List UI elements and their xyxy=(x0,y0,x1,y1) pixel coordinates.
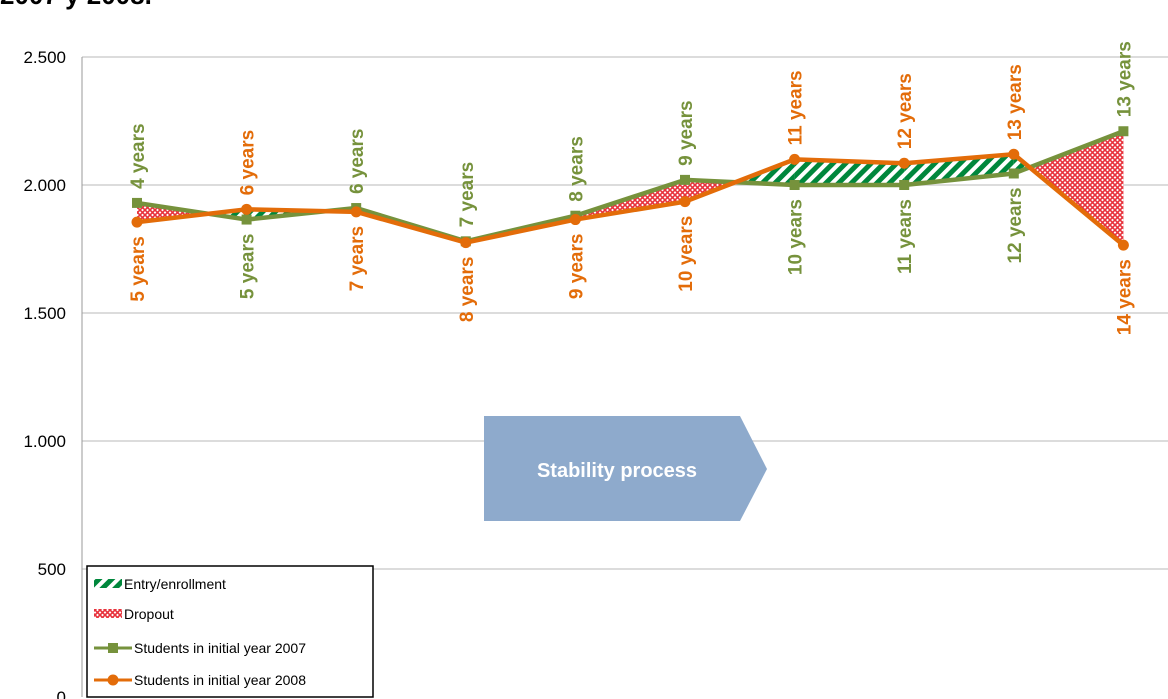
series-2007-line xyxy=(136,129,1125,244)
series-2007-point xyxy=(1118,126,1129,137)
point-label: 7 years xyxy=(457,162,478,228)
legend-series-2008-marker xyxy=(107,674,119,686)
point-label: 13 years xyxy=(1005,64,1026,140)
point-label: 12 years xyxy=(1005,187,1026,263)
point-label: 9 years xyxy=(676,100,697,166)
series-2008-point xyxy=(350,206,362,218)
point-label: 8 years xyxy=(566,136,587,202)
legend-series-2008-label: Students in initial year 2008 xyxy=(134,672,306,688)
series-2008-point xyxy=(1008,148,1020,160)
gridlines xyxy=(82,56,1168,570)
point-label: 5 years xyxy=(238,234,259,300)
point-label: 8 years xyxy=(457,257,478,323)
series-2007-point xyxy=(241,214,252,225)
legend-series-2007-marker xyxy=(108,643,118,653)
series-2007-point xyxy=(132,197,142,208)
legend-entry-enrollment-label: Entry/enrollment xyxy=(124,576,226,592)
y-tick-label: 0 xyxy=(57,688,66,699)
point-label: 6 years xyxy=(238,130,259,196)
entry-area xyxy=(794,159,905,185)
legend: Entry/enrollment Dropout Students in initi… xyxy=(86,565,374,698)
point-label: 6 years xyxy=(347,129,368,195)
series-2008-point xyxy=(460,237,472,249)
series-2008-point xyxy=(679,196,691,208)
y-tick-label: 500 xyxy=(38,560,66,579)
point-labels: 4 years 5 years 5 years 6 years 6 years 7 yea… xyxy=(128,41,1135,335)
y-axis: 0 500 1.000 1.500 2.000 2.500 xyxy=(23,48,83,699)
point-label: 10 years xyxy=(676,216,697,292)
series-2008-point xyxy=(1117,239,1129,251)
point-label: 5 years xyxy=(128,236,149,302)
legend-dropout-swatch xyxy=(94,609,122,618)
series-2007-point xyxy=(789,180,800,190)
series-2008-point xyxy=(789,153,801,165)
point-label: 13 years xyxy=(1114,41,1135,117)
point-label: 14 years xyxy=(1114,259,1135,335)
y-tick-label: 2.000 xyxy=(23,176,66,195)
stability-arrow-shape xyxy=(484,416,767,521)
point-label: 9 years xyxy=(566,234,587,300)
legend-series-2007-label: Students in initial year 2007 xyxy=(134,640,306,656)
legend-entry-enrollment-swatch xyxy=(94,579,122,588)
point-label: 10 years xyxy=(786,199,807,275)
point-label: 11 years xyxy=(786,70,807,145)
series-2008-line xyxy=(136,152,1125,247)
point-label: 4 years xyxy=(128,123,149,189)
series-2007-point xyxy=(1008,168,1019,179)
series-2007-point xyxy=(680,174,690,185)
y-tick-label: 1.000 xyxy=(23,432,66,451)
series-2008-point xyxy=(569,214,581,226)
legend-box xyxy=(86,565,374,698)
point-label: 12 years xyxy=(895,73,916,149)
legend-dropout-label: Dropout xyxy=(124,606,174,622)
series-2008-point xyxy=(131,216,143,228)
y-tick-label: 2.500 xyxy=(23,48,66,67)
point-label: 11 years xyxy=(895,199,916,274)
series-lines xyxy=(131,126,1129,251)
y-tick-label: 1.500 xyxy=(23,304,66,323)
stability-process-annotation: Stability process xyxy=(484,416,767,521)
series-2008-point xyxy=(241,203,253,215)
page-title: 2007 y 2008. xyxy=(0,0,152,11)
series-2007-point xyxy=(899,180,910,190)
series-2008-point xyxy=(898,157,910,169)
difference-areas xyxy=(137,131,1124,246)
point-label: 7 years xyxy=(347,226,368,292)
stability-arrow-label: Stability process xyxy=(537,460,697,482)
